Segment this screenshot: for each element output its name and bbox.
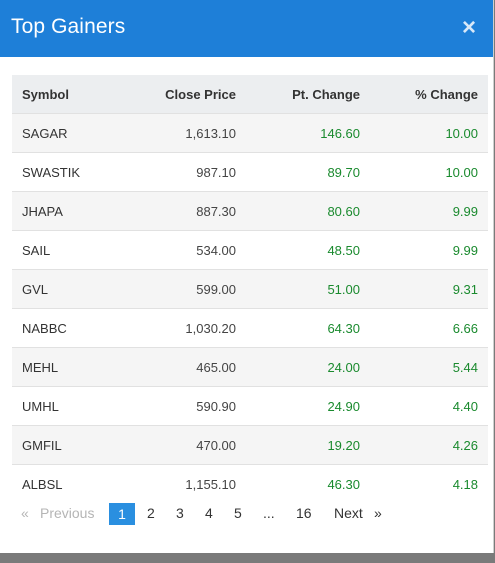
- pagination-previous: Previous: [40, 505, 95, 521]
- cell-close-price: 470.00: [120, 425, 246, 465]
- table-header-row: Symbol Close Price Pt. Change % Change: [12, 75, 488, 114]
- cell-symbol: MEHL: [12, 347, 120, 387]
- cell-close-price: 1,613.10: [120, 113, 246, 153]
- gainers-table: Symbol Close Price Pt. Change % Change S…: [12, 75, 488, 503]
- cell-symbol: SWASTIK: [12, 152, 120, 192]
- modal-header: Top Gainers ×: [0, 0, 493, 57]
- cell-close-price: 599.00: [120, 269, 246, 309]
- pagination-prev-arrow: «: [21, 505, 29, 521]
- modal-title: Top Gainers: [11, 15, 126, 38]
- table-row[interactable]: GMFIL 470.00 19.20 4.26: [12, 425, 488, 465]
- cell-pct-change: 9.99: [370, 191, 488, 231]
- cell-symbol: GVL: [12, 269, 120, 309]
- pagination-ellipsis: ...: [263, 505, 275, 521]
- cell-pct-change: 4.40: [370, 386, 488, 426]
- pagination-page-2[interactable]: 2: [147, 505, 155, 521]
- cell-pct-change: 4.26: [370, 425, 488, 465]
- cell-close-price: 1,030.20: [120, 308, 246, 348]
- cell-pt-change: 80.60: [246, 191, 370, 231]
- cell-symbol: SAGAR: [12, 113, 120, 153]
- pagination-page-4[interactable]: 4: [205, 505, 213, 521]
- cell-pt-change: 46.30: [246, 464, 370, 503]
- cell-pt-change: 24.90: [246, 386, 370, 426]
- cell-pct-change: 4.18: [370, 464, 488, 503]
- cell-close-price: 590.90: [120, 386, 246, 426]
- table-row[interactable]: SWASTIK 987.10 89.70 10.00: [12, 152, 488, 192]
- cell-close-price: 1,155.10: [120, 464, 246, 503]
- cell-pt-change: 64.30: [246, 308, 370, 348]
- cell-pct-change: 10.00: [370, 113, 488, 153]
- cell-pct-change: 5.44: [370, 347, 488, 387]
- cell-symbol: NABBC: [12, 308, 120, 348]
- pagination-page-3[interactable]: 3: [176, 505, 184, 521]
- cell-symbol: UMHL: [12, 386, 120, 426]
- cell-pct-change: 9.31: [370, 269, 488, 309]
- cell-pct-change: 9.99: [370, 230, 488, 270]
- cell-pt-change: 51.00: [246, 269, 370, 309]
- table-row[interactable]: MEHL 465.00 24.00 5.44: [12, 347, 488, 387]
- table-row[interactable]: UMHL 590.90 24.90 4.40: [12, 386, 488, 426]
- close-icon[interactable]: ×: [461, 14, 476, 41]
- table-row[interactable]: SAGAR 1,613.10 146.60 10.00: [12, 113, 488, 153]
- cell-close-price: 534.00: [120, 230, 246, 270]
- table-row[interactable]: GVL 599.00 51.00 9.31: [12, 269, 488, 309]
- cell-pt-change: 48.50: [246, 230, 370, 270]
- column-header-pt-change[interactable]: Pt. Change: [246, 75, 370, 114]
- column-header-close-price[interactable]: Close Price: [120, 75, 246, 114]
- pagination: « Previous 1 2 3 4 5 ... 16 Next »: [12, 503, 478, 527]
- cell-pt-change: 24.00: [246, 347, 370, 387]
- cell-symbol: GMFIL: [12, 425, 120, 465]
- cell-close-price: 465.00: [120, 347, 246, 387]
- column-header-symbol[interactable]: Symbol: [12, 75, 120, 114]
- cell-pt-change: 146.60: [246, 113, 370, 153]
- cell-pt-change: 89.70: [246, 152, 370, 192]
- cell-pt-change: 19.20: [246, 425, 370, 465]
- pagination-next-arrow[interactable]: »: [374, 505, 382, 521]
- cell-symbol: SAIL: [12, 230, 120, 270]
- column-header-pct-change[interactable]: % Change: [370, 75, 488, 114]
- cell-pct-change: 6.66: [370, 308, 488, 348]
- cell-symbol: JHAPA: [12, 191, 120, 231]
- cell-symbol: ALBSL: [12, 464, 120, 503]
- pagination-page-16[interactable]: 16: [296, 505, 312, 521]
- table-row[interactable]: ALBSL 1,155.10 46.30 4.18: [12, 464, 488, 503]
- gainers-table-container: Symbol Close Price Pt. Change % Change S…: [12, 75, 488, 503]
- cell-pct-change: 10.00: [370, 152, 488, 192]
- cell-close-price: 887.30: [120, 191, 246, 231]
- cell-close-price: 987.10: [120, 152, 246, 192]
- table-row[interactable]: JHAPA 887.30 80.60 9.99: [12, 191, 488, 231]
- table-body: SAGAR 1,613.10 146.60 10.00 SWASTIK 987.10 89.…: [12, 113, 488, 503]
- table-row[interactable]: SAIL 534.00 48.50 9.99: [12, 230, 488, 270]
- pagination-page-1[interactable]: 1: [109, 503, 135, 525]
- pagination-next[interactable]: Next: [334, 505, 363, 521]
- pagination-page-5[interactable]: 5: [234, 505, 242, 521]
- table-row[interactable]: NABBC 1,030.20 64.30 6.66: [12, 308, 488, 348]
